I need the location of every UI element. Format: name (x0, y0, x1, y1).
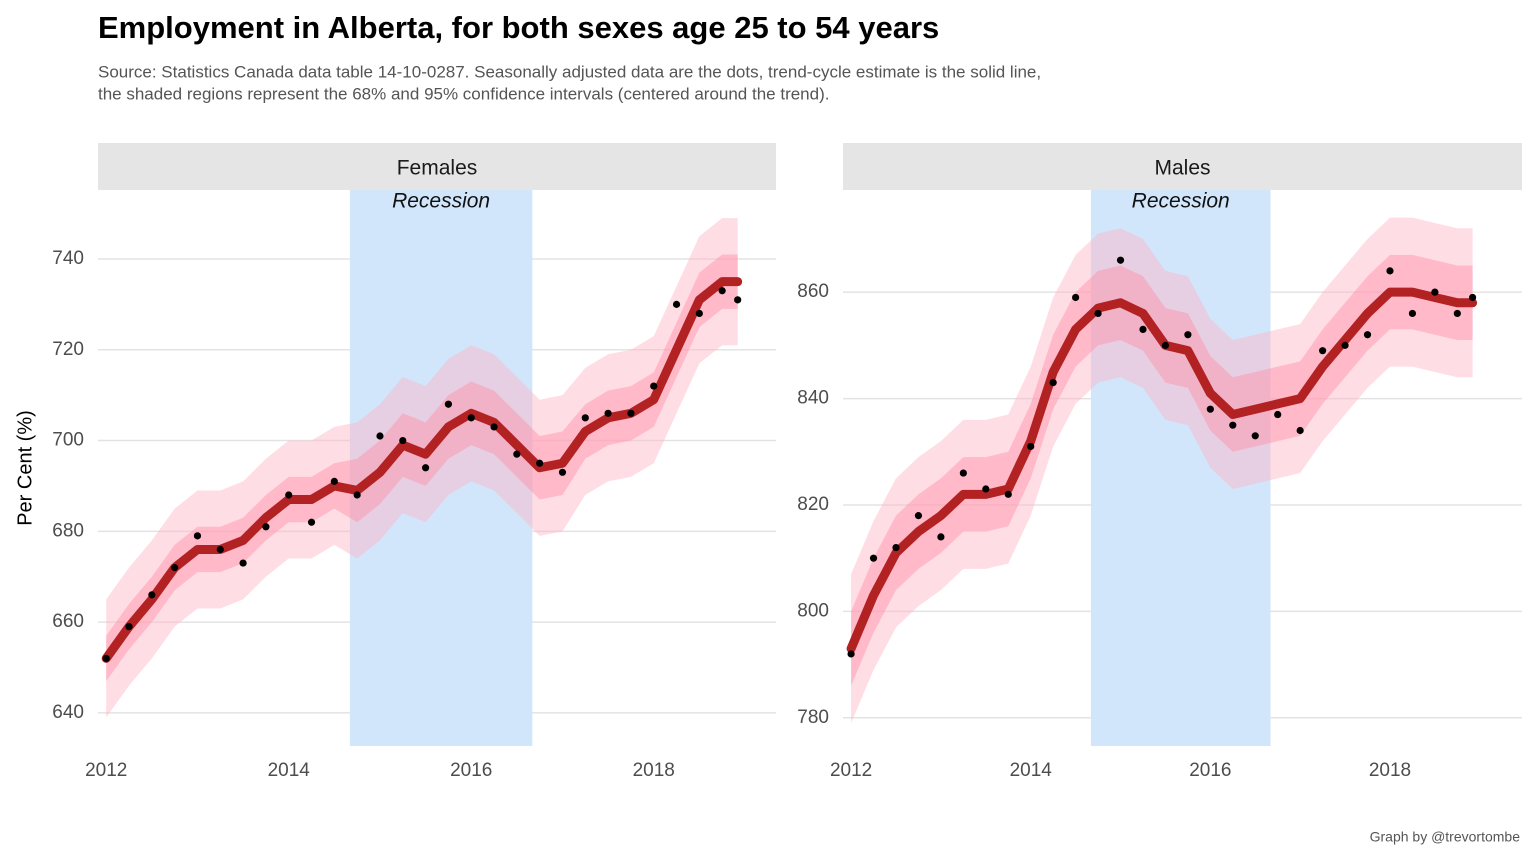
confidence-band (106, 218, 738, 718)
data-point (1469, 293, 1477, 302)
data-point (421, 464, 430, 472)
data-point (627, 409, 635, 417)
data-point (330, 477, 338, 485)
data-point (125, 623, 133, 631)
data-point (1341, 341, 1349, 349)
data-point (937, 533, 945, 541)
data-point (1161, 341, 1170, 349)
data-point (558, 468, 567, 476)
data-point (581, 414, 589, 422)
y-tick-label: 680 (52, 520, 84, 541)
x-tick-label: 2012 (830, 760, 872, 781)
strip (98, 143, 776, 190)
y-tick-label: 720 (52, 339, 84, 360)
data-point (376, 432, 384, 440)
y-tick-label: 820 (797, 494, 829, 515)
x-tick-label: 2016 (450, 760, 492, 781)
data-point (892, 543, 900, 552)
data-point (148, 591, 156, 599)
y-axis-label: Per Cent (%) (14, 410, 36, 526)
y-tick-label: 860 (797, 281, 829, 302)
confidence-band (106, 254, 738, 682)
data-point (307, 518, 316, 526)
data-point (353, 491, 361, 499)
data-point (1431, 288, 1439, 296)
caption: Graph by @trevortombe (1370, 829, 1521, 845)
data-point (1363, 331, 1372, 339)
y-tick-label: 660 (52, 611, 84, 632)
confidence-band (851, 254, 1473, 686)
x-tick-label: 2014 (268, 760, 311, 781)
recession-label: Recession (392, 190, 490, 213)
data-point (672, 300, 681, 308)
y-tick-label: 640 (52, 702, 84, 723)
y-tick-label: 740 (52, 248, 84, 269)
data-point (216, 545, 224, 554)
panel-title: Females (397, 157, 478, 180)
data-point (1094, 309, 1102, 318)
data-point (1049, 379, 1057, 387)
data-point (1116, 256, 1125, 264)
data-point (239, 559, 247, 567)
data-point (1296, 426, 1304, 435)
data-point (536, 459, 544, 467)
panel-title: Males (1154, 157, 1210, 180)
data-point (1184, 331, 1192, 339)
data-point (513, 450, 521, 458)
data-point (650, 382, 658, 390)
data-point (171, 564, 179, 572)
data-point (869, 554, 878, 562)
recession-label: Recession (1132, 190, 1230, 213)
data-point (262, 523, 270, 531)
data-point (193, 532, 202, 540)
data-point (1027, 442, 1035, 451)
data-point (285, 491, 293, 499)
data-point (982, 485, 990, 493)
data-point (695, 309, 703, 318)
data-point (914, 512, 923, 520)
x-tick-label: 2014 (1010, 760, 1053, 781)
data-point (959, 469, 967, 477)
subtitle: the shaded regions represent the 68% and… (98, 84, 829, 103)
x-tick-label: 2012 (85, 760, 127, 781)
data-point (1453, 309, 1461, 318)
data-point (1319, 347, 1327, 355)
x-tick-label: 2018 (633, 760, 675, 781)
data-point (1251, 432, 1259, 440)
data-point (1139, 325, 1147, 333)
subtitle: Source: Statistics Canada data table 14-… (98, 62, 1041, 81)
data-point (847, 650, 855, 658)
y-tick-label: 780 (797, 707, 829, 728)
y-tick-label: 840 (797, 388, 829, 409)
chart-title: Employment in Alberta, for both sexes ag… (98, 10, 939, 45)
data-point (490, 423, 498, 431)
data-point (1072, 293, 1080, 302)
x-tick-label: 2016 (1189, 760, 1231, 781)
data-point (102, 654, 110, 663)
data-point (1229, 421, 1237, 429)
trend-line (101, 277, 743, 663)
confidence-band (851, 217, 1473, 724)
data-point (1386, 267, 1394, 275)
recession-band (1090, 190, 1271, 746)
data-point (604, 409, 612, 417)
y-tick-label: 700 (52, 430, 84, 451)
data-point (1408, 309, 1417, 318)
data-point (399, 436, 407, 445)
data-point (1274, 410, 1282, 419)
y-tick-label: 800 (797, 600, 829, 621)
data-point (467, 414, 475, 422)
strip (843, 143, 1522, 190)
data-point (1004, 490, 1012, 498)
data-point (734, 296, 742, 304)
data-point (1206, 405, 1214, 413)
data-point (444, 400, 453, 408)
data-point (718, 287, 726, 295)
x-tick-label: 2018 (1369, 760, 1411, 781)
